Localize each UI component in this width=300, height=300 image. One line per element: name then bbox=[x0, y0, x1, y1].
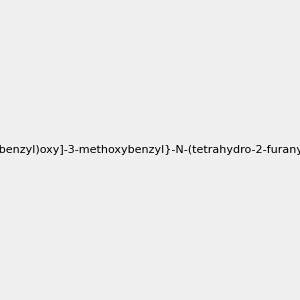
Text: N-{4-[(3-chlorobenzyl)oxy]-3-methoxybenzyl}-N-(tetrahydro-2-furanylmethyl)amine: N-{4-[(3-chlorobenzyl)oxy]-3-methoxybenz… bbox=[0, 145, 300, 155]
